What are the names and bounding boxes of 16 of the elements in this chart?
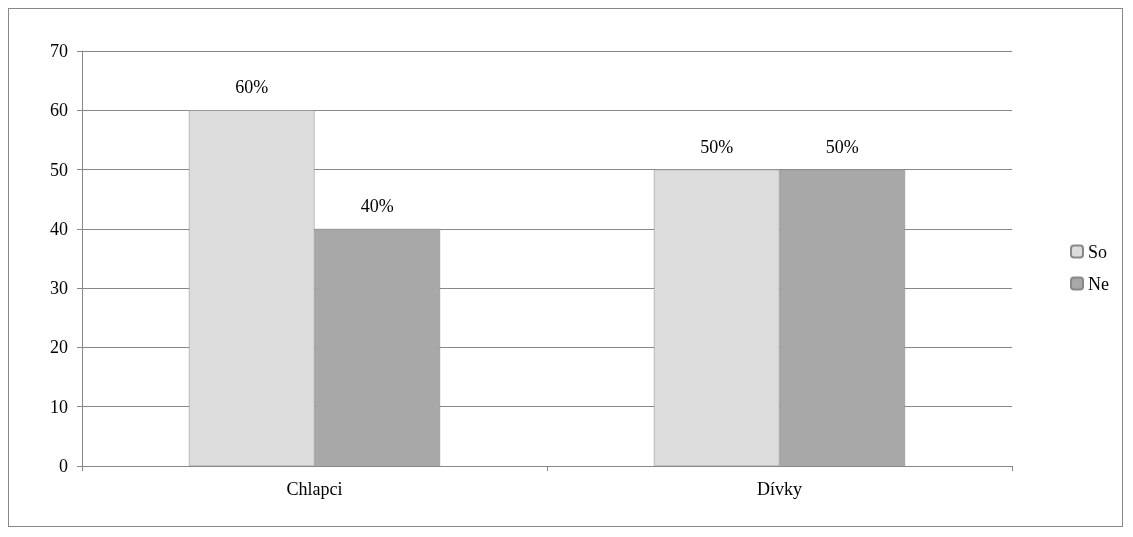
legend-label: Ne <box>1088 273 1110 294</box>
y-tick-label: 0 <box>59 456 68 476</box>
y-tick-label: 40 <box>50 218 68 239</box>
data-label: 50% <box>825 136 859 157</box>
data-label: 60% <box>235 77 269 98</box>
y-tick-label: 50 <box>50 159 68 180</box>
y-tick-label: 20 <box>50 337 68 358</box>
y-tick-label: 70 <box>50 41 68 61</box>
y-tick-label: 30 <box>50 278 68 299</box>
y-tick-label: 60 <box>50 100 68 121</box>
data-label: 40% <box>360 195 394 216</box>
x-tick-label: Dívky <box>757 479 802 499</box>
legend-label: So <box>1088 241 1108 262</box>
y-tick-label: 10 <box>50 396 68 417</box>
x-tick-label: Chlapci <box>286 479 343 499</box>
data-label: 50% <box>700 136 734 157</box>
